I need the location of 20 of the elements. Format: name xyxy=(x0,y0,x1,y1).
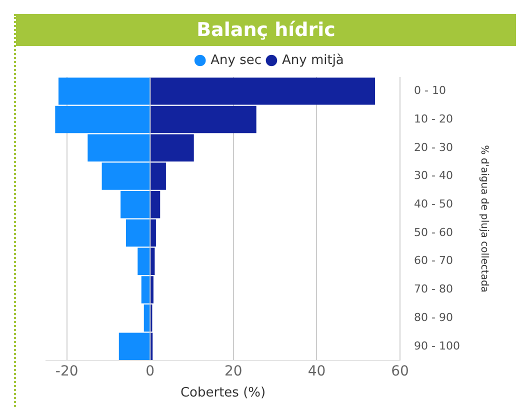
x-tick-label: 20 xyxy=(224,364,242,380)
y-tick-label: 30 - 40 xyxy=(414,169,454,182)
x-tick-label: 0 xyxy=(146,364,155,380)
chart-title: Balanç hídric xyxy=(16,14,516,46)
y-tick-label: 80 - 90 xyxy=(414,310,454,324)
x-tick-label: -20 xyxy=(55,364,78,380)
y-tick-label: 60 - 70 xyxy=(414,254,454,268)
x-tick-label: 40 xyxy=(308,364,326,380)
y-axis-title: % d'aigua de pluja collectada xyxy=(478,145,490,292)
x-tick-label: 60 xyxy=(391,364,409,380)
legend-label: Any sec xyxy=(210,52,262,68)
x-axis-title: Cobertes (%) xyxy=(180,386,266,401)
y-tick-label: 0 - 10 xyxy=(414,84,446,98)
y-tick-label: 40 - 50 xyxy=(414,197,454,210)
y-tick-label: 10 - 20 xyxy=(414,112,454,126)
y-tick-label: 50 - 60 xyxy=(414,226,454,239)
legend-label: Any mitjà xyxy=(282,52,344,68)
y-tick-label: 70 - 80 xyxy=(414,282,454,296)
y-tick-label: 20 - 30 xyxy=(414,140,454,154)
y-tick-label: 90 - 100 xyxy=(414,339,460,352)
